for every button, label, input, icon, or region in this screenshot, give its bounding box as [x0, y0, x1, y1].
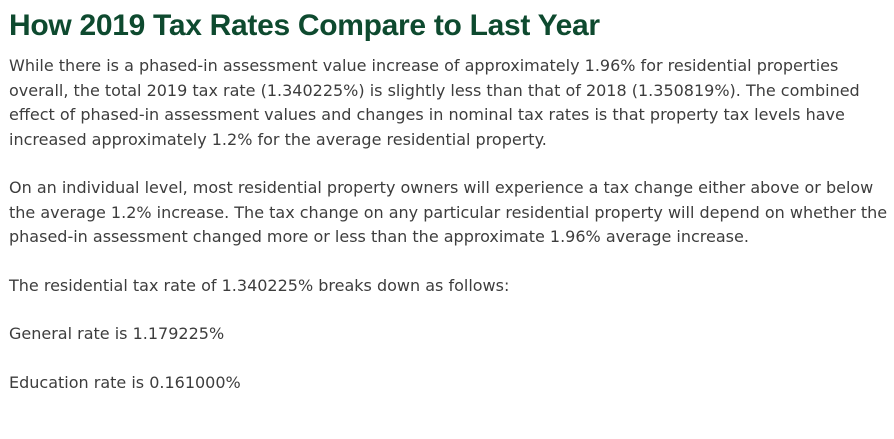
paragraph-assessment-overview: While there is a phased-in assessment va… [9, 56, 860, 149]
paragraph-rate-breakdown-intro: The residential tax rate of 1.340225% br… [9, 275, 510, 295]
education-rate-text: Education rate is 0.161000% [9, 372, 241, 392]
paragraph-individual-level: On an individual level, most residential… [9, 178, 888, 246]
article-content: How 2019 Tax Rates Compare to Last Year … [9, 0, 889, 395]
page-title: How 2019 Tax Rates Compare to Last Year [9, 9, 600, 42]
general-rate-text: General rate is 1.179225% [9, 324, 225, 343]
